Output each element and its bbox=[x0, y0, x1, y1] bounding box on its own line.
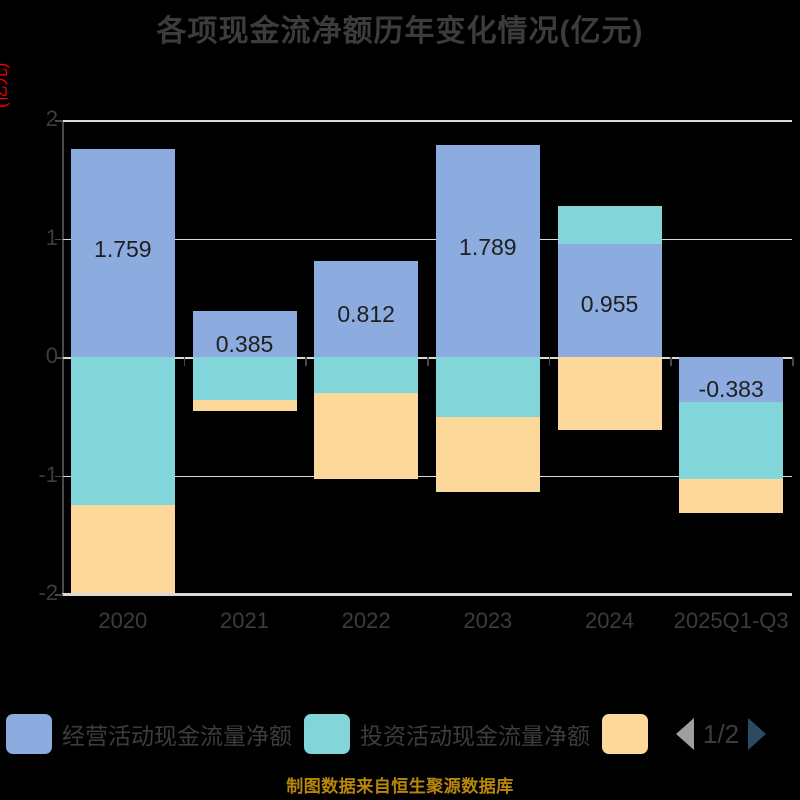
bar-segment[interactable] bbox=[557, 357, 662, 431]
legend-swatch-financing bbox=[602, 714, 648, 754]
bar-segment[interactable] bbox=[70, 505, 175, 594]
x-tick-mark bbox=[792, 357, 794, 366]
x-axis-label: 2021 bbox=[220, 608, 269, 633]
triangle-right-icon[interactable] bbox=[748, 718, 766, 750]
y-tick-label: -2 bbox=[38, 580, 58, 605]
bar-segment[interactable] bbox=[70, 148, 175, 357]
bar-segment[interactable] bbox=[557, 243, 662, 357]
bar-segment[interactable] bbox=[314, 260, 419, 357]
bar-value-label: 1.759 bbox=[94, 236, 152, 263]
legend-label-investing: 投资活动现金流量净额 bbox=[360, 723, 590, 749]
legend-label-operating: 经营活动现金流量净额 bbox=[62, 723, 292, 749]
y-tick-label: 1 bbox=[45, 224, 58, 250]
gridline--2 bbox=[62, 594, 792, 596]
bar-segment[interactable] bbox=[314, 393, 419, 480]
gridline-2 bbox=[62, 120, 792, 122]
y-axis-unit-label: (亿元) bbox=[0, 62, 10, 108]
x-axis-label: 2023 bbox=[463, 608, 513, 633]
bar-segment[interactable] bbox=[435, 416, 540, 492]
bar-value-label: 1.789 bbox=[459, 234, 517, 261]
bar-value-label: 0.812 bbox=[337, 301, 395, 328]
legend-item-0[interactable]: 经营活动现金流量净额 bbox=[6, 714, 292, 754]
x-axis-line bbox=[62, 593, 792, 595]
bar-segment[interactable] bbox=[314, 357, 419, 394]
legend-item-2[interactable] bbox=[602, 714, 658, 754]
bar-value-label: -0.383 bbox=[698, 376, 764, 403]
gridline-1 bbox=[62, 238, 792, 241]
x-tick-mark bbox=[427, 357, 429, 366]
legend-pager: 1/2 bbox=[676, 718, 766, 750]
bar-segment[interactable] bbox=[192, 400, 297, 412]
y-tick-mark bbox=[55, 357, 63, 359]
pager-page-indicator: 1/2 bbox=[702, 718, 740, 749]
bar-value-label: 0.385 bbox=[215, 330, 274, 357]
y-tick-label: 0 bbox=[45, 343, 58, 368]
y-tick-label: 2 bbox=[45, 106, 58, 131]
bar-segment[interactable] bbox=[70, 357, 175, 505]
bar-segment[interactable] bbox=[679, 357, 784, 403]
bar-segment[interactable] bbox=[679, 479, 784, 513]
legend-swatch-investing bbox=[304, 714, 350, 754]
triangle-left-icon[interactable] bbox=[676, 718, 694, 750]
bar-segment[interactable] bbox=[435, 357, 540, 417]
x-tick-mark bbox=[670, 357, 672, 366]
bar-segment[interactable] bbox=[557, 205, 662, 244]
x-tick-mark bbox=[548, 357, 551, 366]
bar-segment[interactable] bbox=[435, 145, 540, 357]
y-tick-mark bbox=[55, 594, 63, 596]
y-tick-mark bbox=[55, 120, 63, 122]
legend-swatch-operating bbox=[6, 714, 52, 754]
x-axis-label: 2024 bbox=[585, 608, 634, 633]
gridline--1 bbox=[62, 475, 792, 478]
x-tick-mark bbox=[183, 357, 186, 366]
legend-item-1[interactable]: 投资活动现金流量净额 bbox=[304, 714, 590, 754]
bar-segment[interactable] bbox=[192, 357, 297, 400]
bar-segment[interactable] bbox=[679, 402, 784, 480]
x-axis-label: 2020 bbox=[98, 608, 148, 633]
x-axis-label: 2025Q1-Q3 bbox=[673, 608, 789, 633]
bar-segment[interactable] bbox=[192, 311, 297, 357]
y-tick-label: -1 bbox=[38, 461, 58, 487]
bar-value-label: 0.955 bbox=[580, 291, 639, 318]
x-tick-mark bbox=[305, 357, 307, 366]
legend: 经营活动现金流量净额 投资活动现金流量净额 1/2 bbox=[0, 708, 800, 760]
page-title: 各项现金流净额历年变化情况(亿元) bbox=[156, 15, 644, 48]
y-tick-mark bbox=[55, 475, 63, 478]
source-note: 制图数据来自恒生聚源数据库 bbox=[286, 777, 514, 796]
x-axis-label: 2022 bbox=[341, 608, 391, 633]
y-tick-mark bbox=[55, 238, 63, 241]
